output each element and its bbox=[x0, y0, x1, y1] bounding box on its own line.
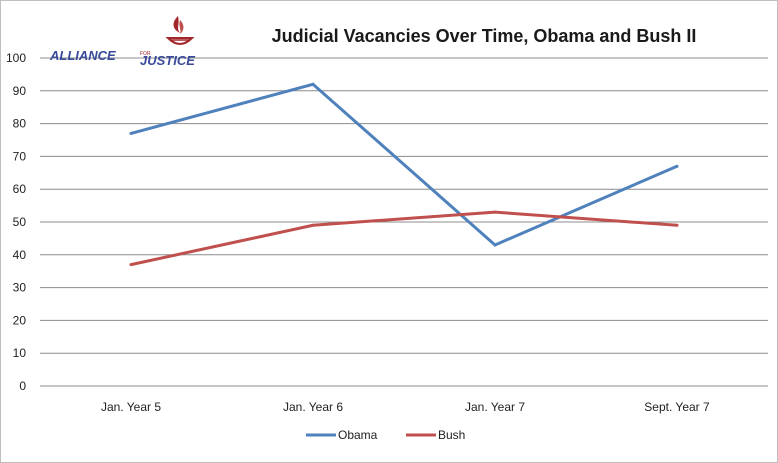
alliance-for-justice-logo: ALLIANCE FOR JUSTICE bbox=[49, 16, 195, 68]
data-point-bush bbox=[675, 223, 679, 227]
data-point-bush bbox=[129, 263, 133, 267]
legend-label: Obama bbox=[338, 428, 378, 442]
data-point-bush bbox=[493, 210, 497, 214]
x-tick-label: Jan. Year 5 bbox=[101, 400, 161, 414]
gridlines bbox=[40, 57, 768, 387]
x-tick-label: Sept. Year 7 bbox=[644, 400, 710, 414]
y-tick-label: 50 bbox=[13, 215, 27, 229]
y-tick-label: 20 bbox=[13, 313, 27, 327]
flame-torch-icon bbox=[165, 16, 195, 45]
y-tick-label: 90 bbox=[13, 84, 27, 98]
chart-title: Judicial Vacancies Over Time, Obama and … bbox=[272, 26, 697, 46]
x-tick-label: Jan. Year 7 bbox=[465, 400, 525, 414]
series-line-bush bbox=[130, 210, 678, 267]
y-tick-label: 0 bbox=[19, 379, 26, 393]
data-point-bush bbox=[311, 223, 315, 227]
logo-text-main: ALLIANCE bbox=[49, 48, 116, 63]
x-axis-ticks: Jan. Year 5 Jan. Year 6 Jan. Year 7 Sept. Y… bbox=[101, 400, 710, 414]
y-tick-label: 30 bbox=[13, 281, 27, 295]
y-tick-label: 80 bbox=[13, 117, 27, 131]
y-tick-label: 40 bbox=[13, 248, 27, 262]
logo-text-small: FOR bbox=[140, 51, 151, 57]
legend-label: Bush bbox=[438, 428, 465, 442]
y-tick-label: 10 bbox=[13, 346, 27, 360]
series-lines bbox=[129, 82, 679, 267]
data-point-obama bbox=[129, 131, 133, 135]
logo-text-sub: JUSTICE bbox=[140, 53, 195, 68]
y-tick-label: 100 bbox=[6, 51, 26, 65]
data-point-obama bbox=[311, 82, 315, 86]
y-tick-label: 70 bbox=[13, 149, 27, 163]
data-point-obama bbox=[675, 164, 679, 168]
x-tick-label: Jan. Year 6 bbox=[283, 400, 343, 414]
legend: Obama Bush bbox=[306, 428, 465, 442]
data-point-obama bbox=[493, 243, 497, 247]
series-line-obama bbox=[130, 82, 678, 247]
y-tick-label: 60 bbox=[13, 182, 27, 196]
y-axis-ticks: 0 10 20 30 40 50 60 70 80 90 100 bbox=[6, 51, 26, 393]
